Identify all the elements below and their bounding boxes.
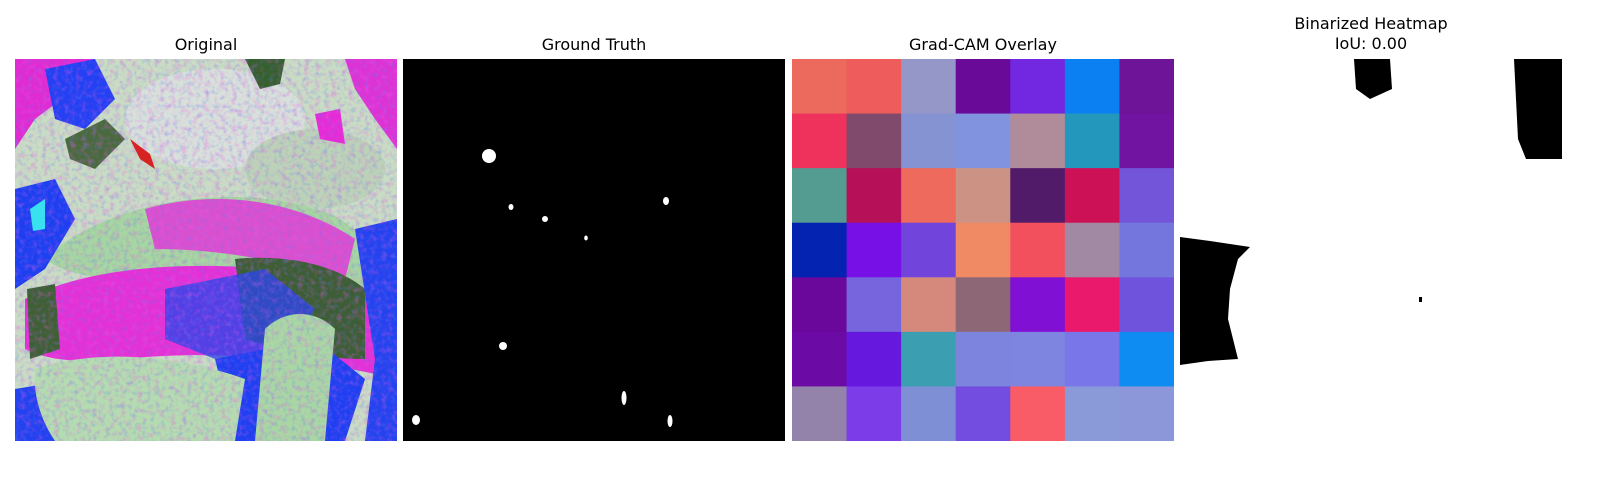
- gradcam-cell: [1119, 277, 1174, 333]
- gradcam-cell: [1119, 113, 1174, 169]
- gradcam-cell: [1119, 386, 1174, 441]
- gradcam-cell: [1064, 222, 1120, 278]
- panel-title-ground-truth: Ground Truth: [541, 35, 647, 54]
- gradcam-cell: [901, 113, 957, 169]
- gradcam-cell: [1064, 168, 1120, 224]
- gradcam-cell: [1119, 331, 1174, 387]
- gradcam-cell: [846, 277, 902, 333]
- gradcam-cell: [1064, 386, 1120, 441]
- panel-gradcam-overlay: Grad-CAM Overlay: [792, 0, 1174, 441]
- binary-region: [1419, 297, 1422, 302]
- gradcam-cell: [901, 168, 957, 224]
- mask-blob: [663, 197, 669, 205]
- mask-blob: [542, 216, 548, 222]
- mask-blob: [667, 415, 673, 427]
- gradcam-cell: [955, 59, 1011, 115]
- panel-binarized-heatmap: Binarized Heatmap IoU: 0.00: [1180, 0, 1562, 441]
- gradcam-cell: [1010, 277, 1066, 333]
- binary-region: [1514, 59, 1562, 159]
- panel-ground-truth: Ground Truth: [403, 0, 785, 441]
- gradcam-cell: [846, 59, 902, 115]
- gradcam-cell: [1119, 59, 1174, 115]
- mask-blob: [508, 204, 514, 210]
- gradcam-cell: [1064, 113, 1120, 169]
- gradcam-cell: [955, 331, 1011, 387]
- gradcam-cell: [792, 331, 848, 387]
- gradcam-cell: [1010, 168, 1066, 224]
- gradcam-cell: [1010, 113, 1066, 169]
- gradcam-cell: [1064, 331, 1120, 387]
- gradcam-cell: [901, 59, 957, 115]
- cyan-accent: [30, 199, 45, 231]
- gradcam-cell: [792, 113, 848, 169]
- gradcam-cell: [1064, 277, 1120, 333]
- gradcam-cell: [1064, 59, 1120, 115]
- gradcam-cell: [901, 386, 957, 441]
- gradcam-cell: [955, 168, 1011, 224]
- ground-truth-mask: [403, 59, 785, 441]
- gradcam-cell: [955, 277, 1011, 333]
- gradcam-cell: [1010, 331, 1066, 387]
- original-image: [15, 59, 397, 441]
- gradcam-cell: [792, 386, 848, 441]
- iou-score-text: IoU: 0.00: [1334, 34, 1408, 53]
- panel-title-binarized: Binarized Heatmap IoU: 0.00: [1180, 14, 1562, 54]
- binary-region: [1180, 237, 1250, 365]
- mask-blob: [499, 342, 507, 350]
- gradcam-cell: [846, 331, 902, 387]
- mask-blob: [482, 149, 496, 163]
- panel-title-original: Original: [174, 35, 238, 54]
- gradcam-cell: [846, 113, 902, 169]
- panel-original: Original: [15, 0, 397, 441]
- panel-title-gradcam: Grad-CAM Overlay: [909, 35, 1057, 54]
- binarized-title-text: Binarized Heatmap: [1294, 14, 1448, 33]
- gradcam-cell: [955, 386, 1011, 441]
- gradcam-cell: [1010, 222, 1066, 278]
- gradcam-cell: [846, 222, 902, 278]
- gradcam-cell: [901, 277, 957, 333]
- gradcam-cell: [955, 222, 1011, 278]
- red-accent: [130, 139, 155, 169]
- mask-blob: [584, 235, 588, 241]
- gradcam-cell: [1119, 168, 1174, 224]
- gradcam-cell: [901, 222, 957, 278]
- gradcam-cell: [901, 331, 957, 387]
- gradcam-cell: [792, 59, 848, 115]
- mask-blob: [412, 415, 420, 425]
- gradcam-cell: [846, 386, 902, 441]
- gradcam-cell: [846, 168, 902, 224]
- gradcam-cell: [1119, 222, 1174, 278]
- binarized-mask: [1180, 59, 1562, 441]
- gradcam-heatmap: [792, 59, 1174, 441]
- binary-region: [1354, 59, 1392, 99]
- gradcam-cell: [792, 168, 848, 224]
- gradcam-cell: [955, 113, 1011, 169]
- gradcam-cell: [1010, 59, 1066, 115]
- gradcam-cell: [1010, 386, 1066, 441]
- gradcam-cell: [792, 277, 848, 333]
- mask-blob: [621, 391, 627, 405]
- gradcam-cell: [792, 222, 848, 278]
